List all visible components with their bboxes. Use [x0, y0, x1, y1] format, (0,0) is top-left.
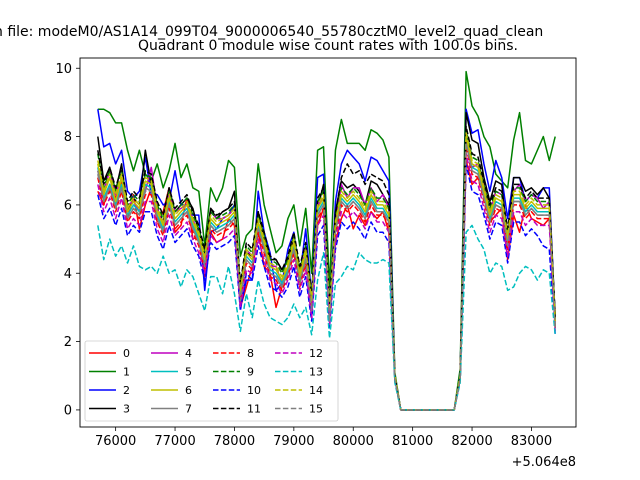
y-tick-label: 0: [64, 403, 72, 418]
x-tick-label: 82000: [451, 434, 492, 449]
x-offset-label: +5.064e8: [512, 455, 576, 470]
y-tick-label: 10: [55, 62, 72, 77]
x-tick-label: 80000: [333, 434, 374, 449]
series-line-15: [97, 142, 556, 411]
y-axis: 0 2 4 6 8 10: [55, 62, 80, 418]
legend-label-15: 15: [309, 403, 323, 416]
chart-title: Quadrant 0 module wise count rates with …: [138, 38, 518, 54]
x-tick-label: 83000: [511, 434, 552, 449]
legend-label-11: 11: [247, 403, 261, 416]
series-line-11: [97, 125, 556, 411]
y-tick-label: 4: [64, 267, 72, 282]
legend-label-7: 7: [185, 403, 192, 416]
series-line-10: [97, 163, 556, 411]
y-tick-label: 8: [64, 130, 72, 145]
series-line-1: [97, 70, 556, 411]
series-line-9: [97, 129, 556, 411]
legend-label-13: 13: [309, 366, 323, 379]
legend-label-4: 4: [185, 347, 192, 360]
series-line-13: [97, 224, 556, 411]
x-axis: 76000 77000 78000 79000 80000 81000 82000 83000: [95, 427, 552, 449]
legend-label-5: 5: [185, 366, 192, 379]
legend-label-1: 1: [123, 366, 130, 379]
legend-label-10: 10: [247, 384, 261, 397]
legend-label-6: 6: [185, 384, 192, 397]
x-tick-label: 79000: [273, 434, 314, 449]
legend-label-3: 3: [123, 403, 130, 416]
plot-area: [97, 70, 556, 411]
y-tick-label: 2: [64, 335, 72, 350]
suptitle: n file: modeM0/AS1A14_099T04_9000006540_…: [0, 24, 543, 40]
legend-label-2: 2: [123, 384, 130, 397]
x-tick-label: 77000: [154, 434, 195, 449]
x-tick-label: 78000: [214, 434, 255, 449]
legend-label-0: 0: [123, 347, 130, 360]
axes-frame: [79, 57, 577, 428]
x-tick-label: 81000: [392, 434, 433, 449]
x-tick-label: 76000: [95, 434, 136, 449]
legend-box: [84, 340, 339, 422]
legend-label-8: 8: [247, 347, 254, 360]
y-tick-label: 6: [64, 198, 72, 213]
legend-label-14: 14: [309, 384, 323, 397]
legend-label-12: 12: [309, 347, 323, 360]
legend-label-9: 9: [247, 366, 254, 379]
